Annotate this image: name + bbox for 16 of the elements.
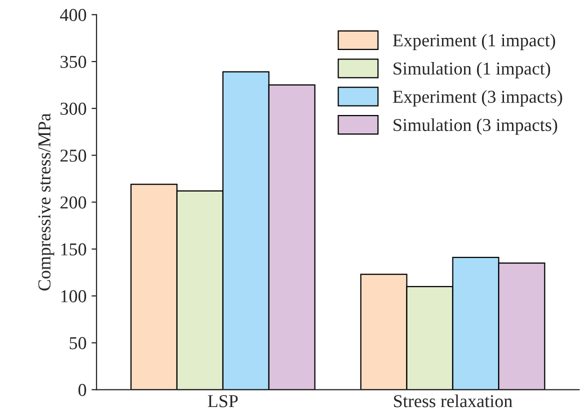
y-tick-label: 400 <box>60 8 86 22</box>
y-tick-label: 0 <box>78 384 86 396</box>
legend-label: Experiment (3 impacts) <box>392 90 562 107</box>
y-tick-label: 250 <box>60 150 86 162</box>
y-axis-title: Compressive stress/MPa <box>38 113 54 290</box>
x-tick-label: Stress relaxation <box>394 394 512 408</box>
y-tick-label: 200 <box>60 196 86 209</box>
y-tick-label: 50 <box>70 337 86 350</box>
y-tick-label: 350 <box>60 56 86 68</box>
legend-label: Simulation (1 impact) <box>394 62 550 78</box>
legend-label: Experiment (1 impact) <box>392 34 556 50</box>
y-tick-label: 100 <box>61 290 86 302</box>
legend-label: Simulation (3 impacts) <box>394 118 558 135</box>
y-tick-label: 300 <box>60 102 86 115</box>
x-tick-label: LSP <box>208 395 238 408</box>
y-tick-label: 150 <box>61 243 86 256</box>
